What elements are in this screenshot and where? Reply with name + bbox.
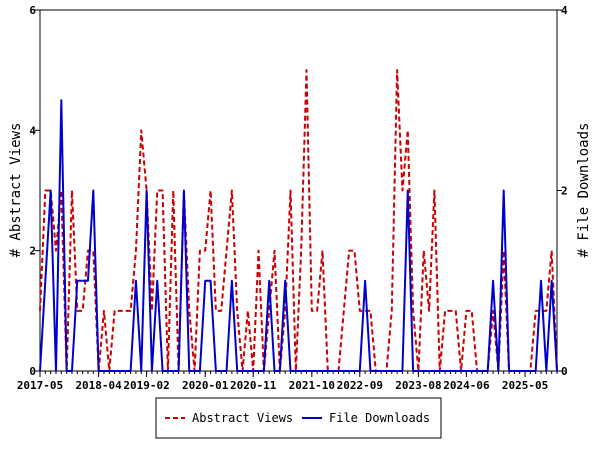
series-line-abstract-views — [39, 69, 558, 372]
y2-tick-label: 2 — [561, 185, 568, 198]
series-lines — [39, 69, 558, 372]
legend-label-abstract-views: Abstract Views — [192, 411, 293, 425]
series-line-file-downloads — [39, 99, 558, 372]
x-tick-label: 2025-05 — [502, 379, 548, 392]
x-tick-label: 2018-04 — [75, 379, 122, 392]
x-tick-label: 2023-08 — [395, 379, 441, 392]
x-tick-label: 2017-05 — [17, 379, 63, 392]
x-tick-label: 2019-02 — [123, 379, 169, 392]
y2-tick-label: 4 — [561, 4, 568, 17]
y-tick-label: 4 — [29, 124, 36, 137]
y-tick-label: 0 — [29, 365, 36, 378]
y2-tick-label: 0 — [561, 365, 568, 378]
legend: Abstract Views File Downloads — [155, 397, 442, 439]
y-axis-labels: 0 2 4 6 — [29, 4, 40, 378]
x-axis-labels: 2017-05 2018-04 2019-02 2020-01 2020-11 2021-… — [17, 379, 548, 392]
y2-axis-labels: 0 2 4 — [557, 4, 568, 378]
y-tick-label: 6 — [29, 4, 36, 17]
x-tick-label: 2021-10 — [289, 379, 335, 392]
x-tick-label: 2022-09 — [337, 379, 383, 392]
x-tick-label: 2020-11 — [230, 379, 277, 392]
y-tick-label: 2 — [29, 245, 36, 258]
legend-label-file-downloads: File Downloads — [329, 411, 430, 425]
x-tick-label: 2020-01 — [182, 379, 229, 392]
y-axis-title: # Abstract Views — [8, 123, 24, 258]
x-tick-label: 2024-06 — [443, 379, 490, 392]
y2-axis-title: # File Downloads — [576, 123, 592, 258]
legend-box — [155, 397, 442, 439]
